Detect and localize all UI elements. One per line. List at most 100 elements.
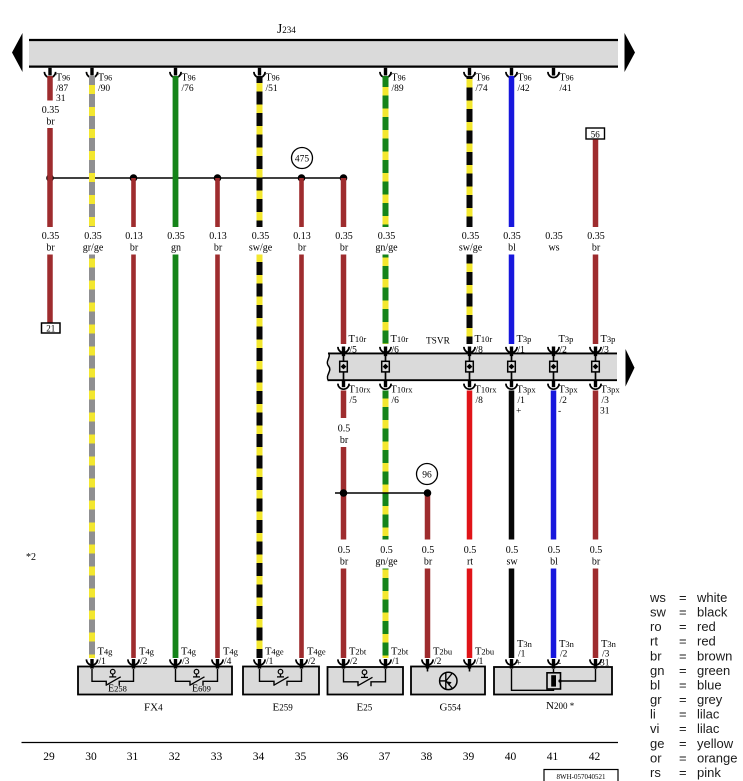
svg-text:T10rx: T10rx: [391, 385, 414, 396]
svg-text:0.35: 0.35: [462, 231, 480, 242]
svg-text:gr: gr: [650, 692, 662, 707]
svg-text:T10r: T10r: [475, 334, 493, 345]
svg-text:31: 31: [56, 94, 66, 104]
svg-text:T2bt: T2bt: [391, 647, 409, 658]
svg-text:0.35: 0.35: [503, 231, 521, 242]
svg-text:blue: blue: [697, 677, 722, 692]
svg-text:T4g: T4g: [98, 647, 114, 658]
svg-text:T2bt: T2bt: [349, 647, 367, 658]
svg-text:=: =: [679, 619, 687, 634]
svg-text:sw: sw: [506, 557, 518, 568]
svg-text:/51: /51: [266, 84, 278, 94]
svg-text:T3n: T3n: [517, 639, 533, 650]
svg-text:FX4: FX4: [144, 702, 163, 714]
svg-text:br: br: [298, 243, 307, 254]
svg-text:yellow: yellow: [697, 736, 734, 751]
svg-text:br: br: [340, 243, 349, 254]
svg-text:bl: bl: [508, 243, 516, 254]
svg-text:/1: /1: [518, 396, 526, 406]
svg-text:*2: *2: [26, 552, 36, 563]
svg-text:vi: vi: [650, 721, 660, 736]
svg-text:T96: T96: [476, 73, 490, 84]
svg-text:black: black: [697, 605, 728, 620]
svg-text:ws: ws: [649, 590, 666, 605]
svg-text:0.5: 0.5: [338, 545, 351, 556]
svg-text:/76: /76: [182, 84, 194, 94]
svg-text:grey: grey: [697, 692, 723, 707]
svg-text:=: =: [679, 707, 687, 722]
svg-text:/1: /1: [518, 345, 526, 355]
svg-text:29: 29: [43, 751, 55, 763]
svg-text:br: br: [46, 117, 55, 128]
svg-text:/41: /41: [560, 84, 572, 94]
svg-text:T96: T96: [98, 73, 112, 84]
svg-text:T96: T96: [182, 73, 196, 84]
svg-text:E258: E258: [108, 684, 127, 695]
svg-text:0.5: 0.5: [464, 545, 477, 556]
svg-text:T3px: T3px: [601, 385, 621, 396]
svg-text:/5: /5: [350, 396, 358, 406]
svg-text:br: br: [592, 557, 601, 568]
svg-text:T10rx: T10rx: [475, 385, 498, 396]
svg-text:white: white: [696, 590, 727, 605]
svg-text:/3: /3: [602, 650, 610, 660]
svg-text:T3n: T3n: [601, 639, 617, 650]
svg-text:/3: /3: [182, 657, 190, 667]
svg-text:bl: bl: [550, 557, 558, 568]
svg-text:38: 38: [421, 751, 433, 763]
svg-text:brown: brown: [697, 648, 732, 663]
svg-text:br: br: [214, 243, 223, 254]
svg-text:gn/ge: gn/ge: [375, 243, 398, 254]
svg-text:T4g: T4g: [139, 647, 155, 658]
svg-text:T3p: T3p: [559, 334, 574, 345]
svg-text:/8: /8: [476, 396, 484, 406]
svg-text:T3px: T3px: [559, 385, 579, 396]
svg-text:/5: /5: [350, 345, 358, 355]
svg-text:/1: /1: [99, 657, 107, 667]
svg-text:+: +: [516, 406, 521, 416]
svg-text:=: =: [679, 648, 687, 663]
svg-text:-: -: [558, 659, 561, 669]
svg-text:0.35: 0.35: [252, 231, 270, 242]
svg-text:T10rx: T10rx: [349, 385, 372, 396]
svg-text:green: green: [697, 663, 730, 678]
svg-text:ws: ws: [548, 243, 559, 254]
svg-text:21: 21: [46, 324, 55, 334]
svg-text:pink: pink: [697, 765, 721, 780]
svg-text:36: 36: [337, 751, 349, 763]
svg-text:E259: E259: [273, 702, 294, 714]
svg-text:T96: T96: [518, 73, 532, 84]
svg-text:/2: /2: [560, 650, 568, 660]
svg-text:/2: /2: [308, 657, 316, 667]
svg-text:T2bu: T2bu: [475, 647, 495, 658]
svg-text:475: 475: [295, 155, 310, 165]
svg-text:/90: /90: [98, 84, 110, 94]
svg-text:35: 35: [295, 751, 307, 763]
svg-text:T3p: T3p: [517, 334, 532, 345]
svg-text:sw: sw: [650, 605, 667, 620]
svg-text:bl: bl: [650, 677, 660, 692]
svg-text:br: br: [46, 243, 55, 254]
svg-text:lilac: lilac: [697, 707, 720, 722]
svg-text:0.35: 0.35: [42, 105, 60, 116]
svg-text:gn: gn: [650, 663, 664, 678]
svg-text:/89: /89: [392, 84, 404, 94]
svg-text:T10r: T10r: [391, 334, 409, 345]
svg-text:/1: /1: [518, 650, 526, 660]
svg-text:G554: G554: [440, 702, 462, 714]
svg-text:0.35: 0.35: [42, 231, 60, 242]
svg-text:li: li: [650, 707, 656, 722]
svg-text:42: 42: [589, 751, 601, 763]
svg-text:T4g: T4g: [223, 647, 239, 658]
svg-text:/6: /6: [392, 345, 400, 355]
svg-text:red: red: [697, 619, 716, 634]
svg-text:40: 40: [505, 751, 517, 763]
svg-text:br: br: [340, 557, 349, 568]
svg-text:/87: /87: [56, 84, 68, 94]
svg-text:=: =: [679, 736, 687, 751]
svg-text:0.13: 0.13: [209, 231, 227, 242]
svg-text:=: =: [679, 765, 687, 780]
svg-text:T3px: T3px: [517, 385, 537, 396]
svg-text:/8: /8: [476, 345, 484, 355]
svg-text:br: br: [650, 648, 662, 663]
